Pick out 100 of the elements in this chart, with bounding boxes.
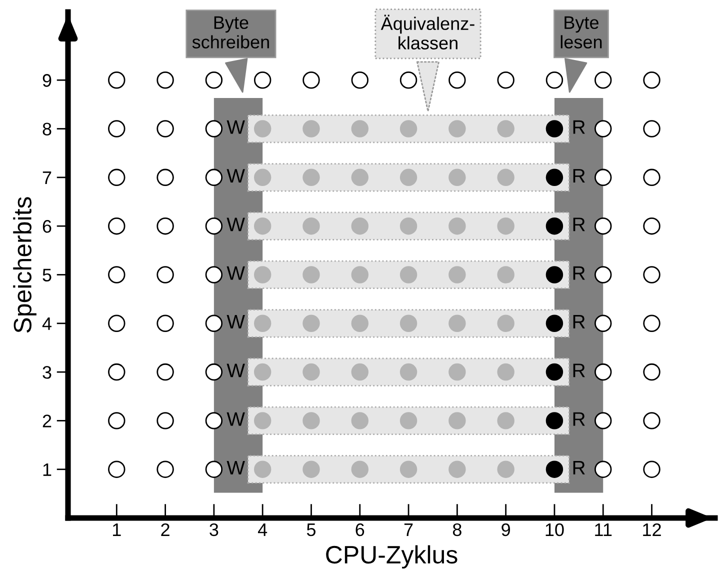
point: [205, 314, 223, 332]
annotation: R: [573, 315, 585, 328]
y-axis-title: Speicherbits: [13, 197, 36, 333]
point: [400, 363, 418, 381]
annotation: W: [226, 218, 245, 232]
point: [400, 217, 418, 235]
point: [254, 460, 272, 478]
annotation: Byte lesen: [560, 16, 602, 48]
point: [546, 168, 564, 186]
y-tick-label: 9: [42, 74, 52, 87]
point: [400, 412, 418, 430]
annotation: R: [573, 460, 585, 474]
annotation: W: [226, 120, 245, 134]
x-tick-label: 1: [113, 524, 121, 536]
point: [448, 412, 466, 430]
point: [351, 314, 368, 332]
point: [302, 412, 320, 430]
point: [497, 266, 514, 284]
point: [400, 266, 418, 284]
annotation: R: [573, 169, 585, 182]
annotation: W: [226, 169, 245, 182]
x-tick-label: 6: [356, 523, 364, 536]
point: [546, 217, 564, 235]
annotation: W: [226, 412, 245, 426]
point: [254, 120, 272, 138]
y-tick-label: 3: [42, 366, 52, 379]
annotation: R: [573, 412, 585, 426]
point: [497, 363, 514, 381]
point: [400, 460, 418, 478]
x-axis-title: CPU-Zyklus: [326, 545, 458, 569]
point: [351, 460, 368, 478]
point: [254, 217, 272, 235]
point: [448, 363, 466, 381]
point: [448, 120, 466, 138]
y-tick-label: 1: [43, 463, 52, 476]
x-tick-label: 2: [161, 523, 170, 536]
point: [448, 266, 466, 284]
point: [351, 412, 368, 430]
x-tick-label: 12: [643, 523, 661, 536]
y-tick-label: 6: [42, 220, 52, 233]
point: [594, 266, 612, 284]
point: [254, 412, 272, 430]
x-tick-label: 5: [306, 524, 316, 536]
point: [594, 120, 612, 138]
y-tick-label: 7: [42, 172, 52, 184]
point: [205, 217, 223, 235]
point: [302, 363, 320, 381]
point: [205, 460, 223, 478]
point: [546, 314, 564, 332]
point: [351, 120, 368, 138]
point: [351, 363, 368, 381]
annotation: W: [226, 364, 245, 378]
annotation: W: [226, 315, 245, 328]
x-tick-label: 7: [404, 524, 413, 536]
point: [497, 217, 514, 235]
x-tick-label: 11: [595, 524, 612, 536]
point: [546, 412, 564, 430]
point: [302, 460, 320, 478]
point: [497, 412, 514, 430]
point: [546, 120, 564, 138]
annotation: R: [573, 218, 585, 232]
point: [497, 460, 514, 478]
x-tick-label: 4: [258, 524, 268, 536]
annotation: R: [573, 266, 585, 280]
point: [302, 266, 320, 284]
point: [254, 168, 272, 186]
point: [448, 217, 466, 235]
x-tick-label: 9: [502, 523, 510, 536]
point: [254, 363, 272, 381]
point: [448, 168, 466, 186]
annotation: R: [573, 364, 585, 378]
annotation: R: [573, 120, 585, 134]
point: [594, 412, 612, 430]
point: [254, 266, 272, 284]
point: [594, 460, 612, 478]
point: [205, 120, 223, 138]
annotation: W: [226, 460, 245, 474]
point: [448, 314, 466, 332]
point: [302, 314, 320, 332]
point: [546, 460, 564, 478]
point: [400, 168, 418, 186]
point: [351, 168, 368, 186]
x-tick-label: 3: [210, 523, 218, 536]
point: [205, 168, 223, 186]
y-tick-label: 5: [42, 268, 52, 282]
point: [546, 266, 564, 284]
point: [546, 363, 564, 381]
y-tick-label: 8: [42, 122, 52, 136]
point: [351, 266, 368, 284]
point: [302, 168, 320, 186]
point: [448, 460, 466, 478]
point: [205, 266, 223, 284]
point: [594, 363, 612, 381]
x-tick-label: 8: [452, 523, 462, 536]
y-tick-label: 4: [42, 318, 52, 330]
point: [594, 168, 612, 186]
point: [400, 120, 418, 138]
point: [205, 412, 223, 430]
point: [254, 314, 272, 332]
x-tick-label: 10: [546, 523, 564, 536]
